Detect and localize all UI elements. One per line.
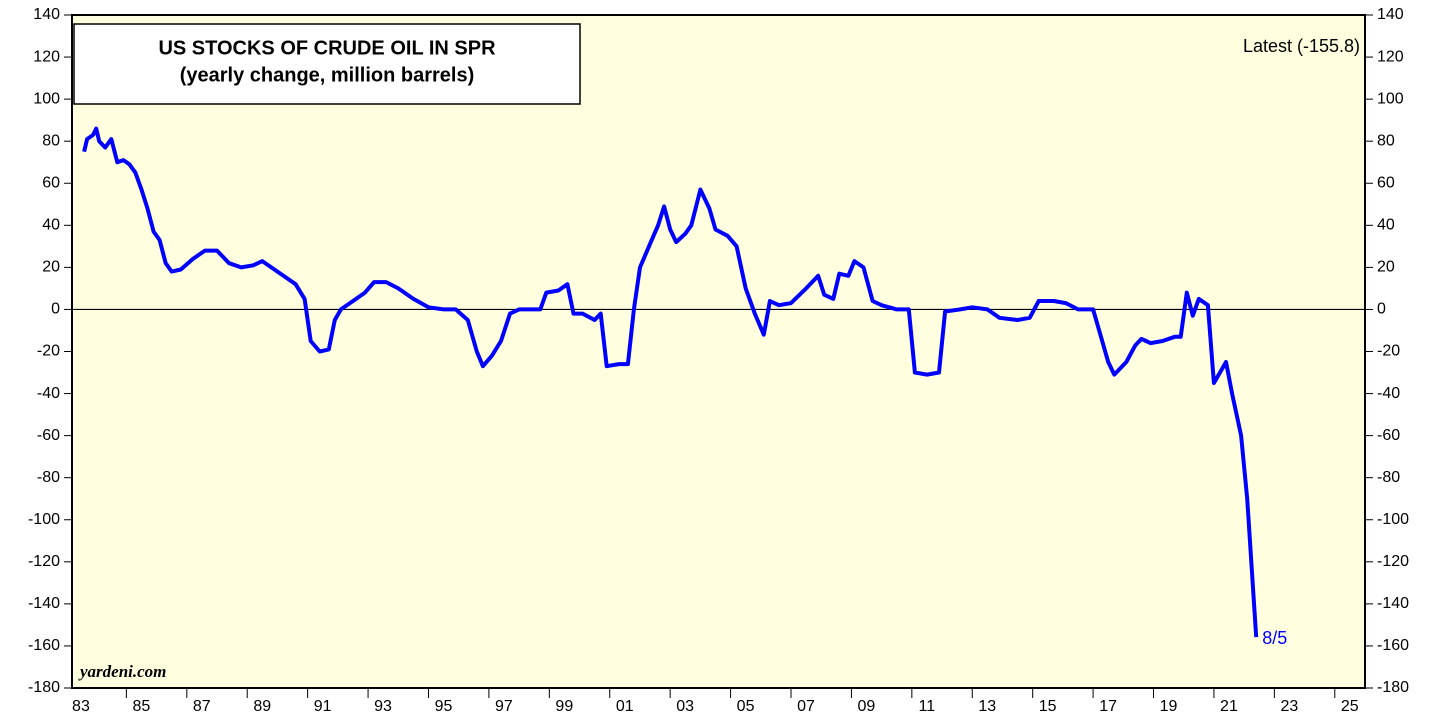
y-tick-label: -80 [37, 469, 60, 486]
y-tick-label: 80 [42, 132, 60, 149]
series-line [82, 126, 1259, 638]
x-tick-label: 13 [978, 698, 996, 715]
x-tick-label: 89 [253, 698, 271, 715]
x-tick-label: 01 [616, 698, 634, 715]
x-tick-label: 93 [374, 698, 392, 715]
y-tick-label: -60 [37, 427, 60, 444]
x-tick-label: 03 [676, 698, 694, 715]
y-tick-label: 120 [33, 48, 60, 65]
y2-tick-label: 0 [1377, 301, 1386, 318]
x-tick-label: 15 [1039, 698, 1057, 715]
latest-label: Latest (-155.8) [1243, 36, 1360, 56]
x-tick-label: 23 [1280, 698, 1298, 715]
y-tick-label: 60 [42, 174, 60, 191]
y-tick-label: -180 [28, 679, 60, 696]
y2-tick-label: -120 [1377, 553, 1409, 570]
y-tick-label: 100 [33, 90, 60, 107]
y-tick-label: 20 [42, 259, 60, 276]
y-tick-label: 40 [42, 217, 60, 234]
y2-tick-label: -80 [1377, 469, 1400, 486]
y2-tick-label: 60 [1377, 174, 1395, 191]
x-tick-label: 09 [858, 698, 876, 715]
y2-tick-label: 100 [1377, 90, 1404, 107]
y-tick-label: -160 [28, 637, 60, 654]
x-tick-label: 95 [435, 698, 453, 715]
x-tick-label: 85 [132, 698, 150, 715]
chart-title: US STOCKS OF CRUDE OIL IN SPR [158, 37, 496, 59]
y2-tick-label: 20 [1377, 259, 1395, 276]
y2-tick-label: 80 [1377, 132, 1395, 149]
x-tick-label: 99 [555, 698, 573, 715]
last-date-label: 8/5 [1262, 628, 1287, 648]
y-tick-label: -100 [28, 511, 60, 528]
y2-tick-label: 120 [1377, 48, 1404, 65]
x-tick-label: 07 [797, 698, 815, 715]
x-tick-label: 97 [495, 698, 513, 715]
x-tick-label: 19 [1160, 698, 1178, 715]
chart-subtitle: (yearly change, million barrels) [180, 64, 475, 86]
y2-tick-label: 40 [1377, 217, 1395, 234]
y2-tick-label: 140 [1377, 6, 1404, 23]
y-tick-label: 0 [51, 301, 60, 318]
x-tick-label: 21 [1220, 698, 1238, 715]
y2-tick-label: -40 [1377, 385, 1400, 402]
x-tick-label: 05 [737, 698, 755, 715]
y-tick-label: 140 [33, 6, 60, 23]
title-box [73, 23, 581, 105]
source: yardeni.com [78, 662, 166, 681]
y2-tick-label: -160 [1377, 637, 1409, 654]
y2-tick-label: -60 [1377, 427, 1400, 444]
y2-tick-label: -140 [1377, 595, 1409, 612]
x-tick-label: 87 [193, 698, 211, 715]
y-tick-label: -40 [37, 385, 60, 402]
y2-tick-label: -20 [1377, 343, 1400, 360]
y-tick-label: -20 [37, 343, 60, 360]
y2-tick-label: -180 [1377, 679, 1409, 696]
x-tick-label: 83 [72, 698, 90, 715]
x-tick-label: 17 [1099, 698, 1117, 715]
plot-area [71, 14, 1366, 689]
x-tick-label: 25 [1341, 698, 1359, 715]
x-tick-label: 91 [314, 698, 332, 715]
y2-tick-label: -100 [1377, 511, 1409, 528]
y-tick-label: -120 [28, 553, 60, 570]
y-tick-label: -140 [28, 595, 60, 612]
x-tick-label: 11 [919, 698, 936, 715]
